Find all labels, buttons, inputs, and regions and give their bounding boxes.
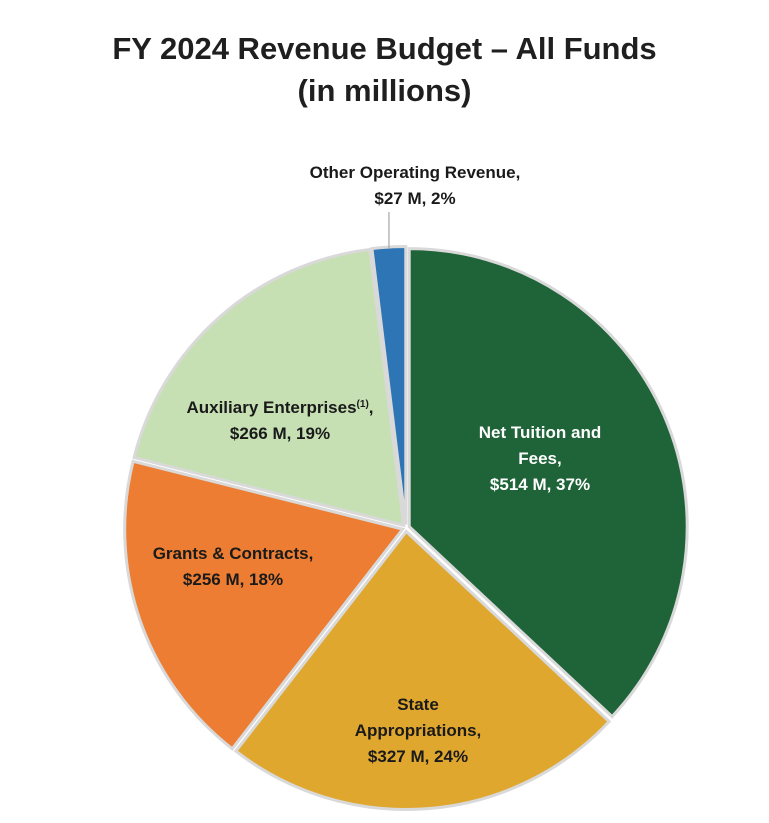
label-grants-contracts: Grants & Contracts, $256 M, 18%	[128, 541, 338, 593]
slice-auxiliary-enterprises	[132, 247, 406, 528]
label-other-operating-revenue: Other Operating Revenue, $27 M, 2%	[270, 160, 560, 212]
slice-grants-contracts	[123, 459, 406, 751]
subtitle-line: (in millions)	[297, 73, 472, 108]
title-line: FY 2024 Revenue Budget – All Funds	[112, 31, 657, 66]
label-line: $327 M, 24%	[367, 747, 469, 766]
label-line: Grants & Contracts,	[152, 544, 314, 563]
label-line: Fees,	[518, 449, 562, 468]
label-line: $514 M, 37%	[489, 475, 591, 494]
label-line: Net Tuition and	[478, 423, 602, 442]
label-line: $27 M, 2%	[374, 189, 456, 208]
label-line: $256 M, 18%	[182, 570, 284, 589]
label-line: Appropriations,	[354, 721, 482, 740]
label-state-appropriations: State Appropriations, $327 M, 24%	[318, 692, 518, 770]
label-auxiliary-enterprises: Auxiliary Enterprises(1), $266 M, 19%	[160, 395, 400, 447]
label-line: Auxiliary Enterprises(1),	[186, 398, 374, 417]
label-line: $266 M, 19%	[229, 424, 331, 443]
slice-state-appropriations	[233, 529, 612, 811]
footnote-marker: (1)	[356, 399, 369, 410]
label-line: Other Operating Revenue,	[309, 163, 521, 182]
label-line: State	[397, 695, 439, 714]
label-net-tuition: Net Tuition and Fees, $514 M, 37%	[440, 420, 640, 498]
chart-title: FY 2024 Revenue Budget – All Funds (in m…	[0, 28, 769, 112]
slice-net-tuition	[407, 247, 689, 719]
